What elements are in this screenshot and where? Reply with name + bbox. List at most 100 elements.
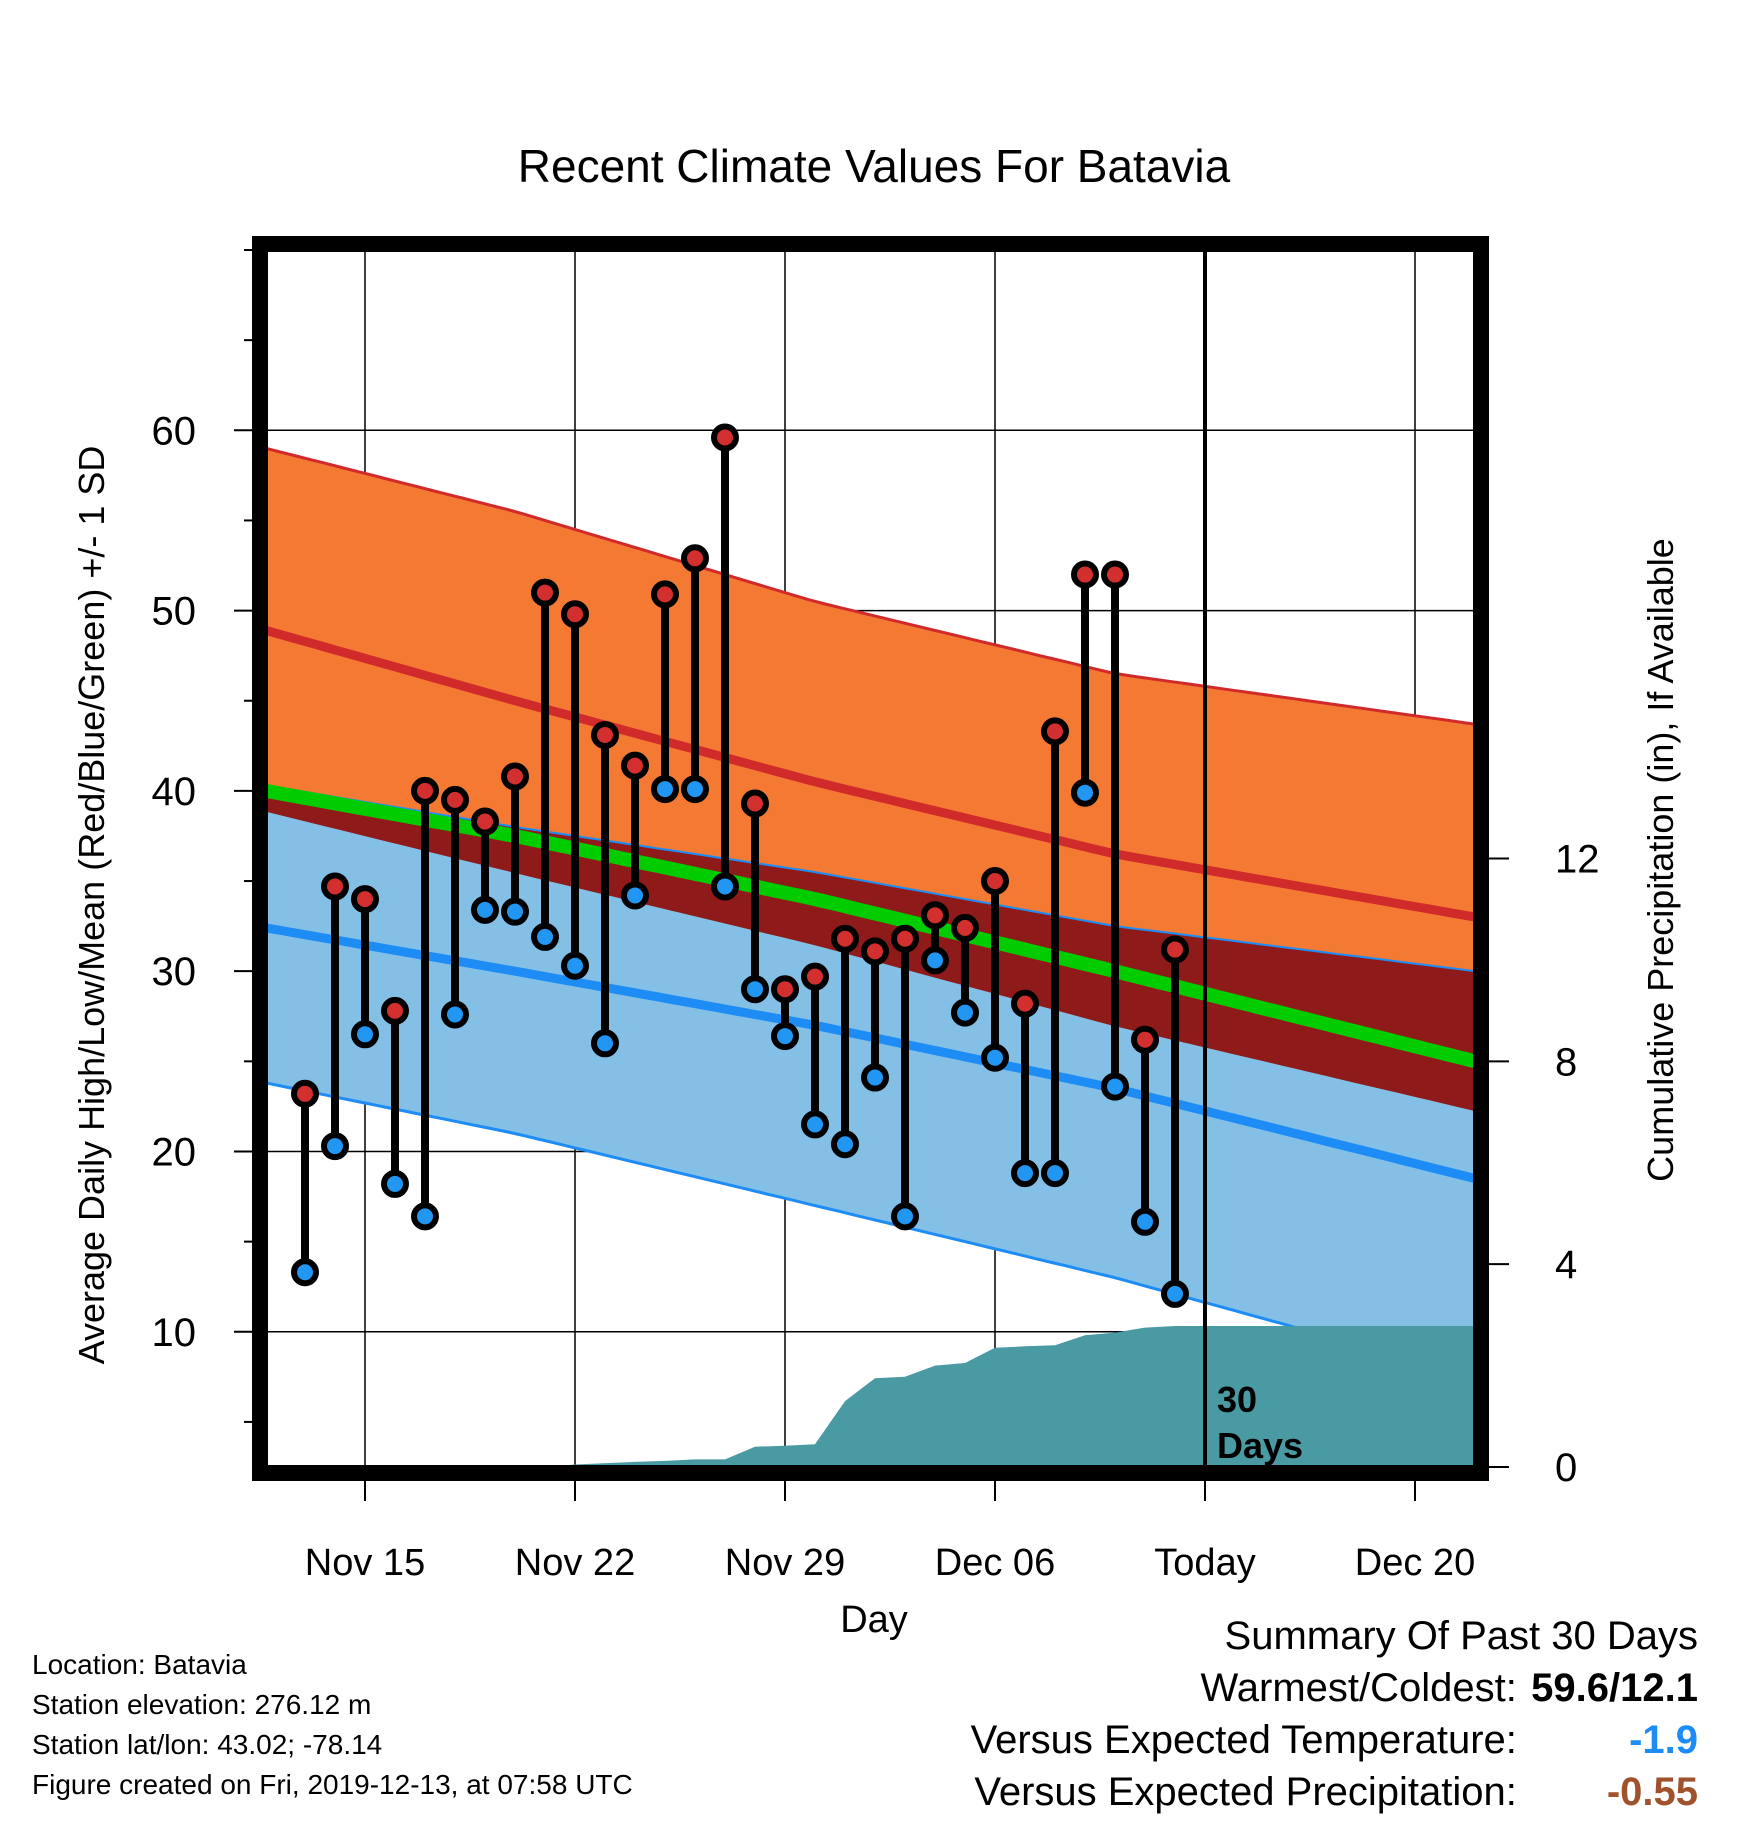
- low-mean-line: [265, 923, 1477, 1183]
- high-point: [471, 807, 499, 836]
- y-tick-label: 50: [152, 590, 197, 634]
- high-point: [861, 937, 889, 966]
- low-point: [861, 1063, 889, 1092]
- high-point: [501, 762, 529, 791]
- summary-warmest-row: Warmest/Coldest: 59.6/12.1: [971, 1662, 1699, 1714]
- low-point: [951, 998, 979, 1027]
- high-point: [441, 785, 469, 814]
- low-point: [921, 946, 949, 975]
- high-minus-sd-line: [265, 784, 1476, 973]
- low-point: [651, 775, 679, 804]
- x-axis-label: Day: [840, 1599, 908, 1641]
- x-tick-label: Nov 29: [725, 1542, 845, 1584]
- y-tick-label: 20: [152, 1130, 197, 1174]
- high-point: [801, 962, 829, 991]
- station-info: Location: Batavia Station elevation: 276…: [32, 1645, 633, 1805]
- low-point: [1101, 1072, 1129, 1101]
- low-point: [501, 897, 529, 926]
- low-point: [981, 1043, 1009, 1072]
- low-point: [291, 1258, 319, 1287]
- high-point: [621, 751, 649, 780]
- y2-tick-label: 4: [1555, 1243, 1577, 1287]
- high-point: [831, 924, 859, 953]
- y-tick-label: 40: [152, 770, 197, 814]
- high-point: [351, 885, 379, 914]
- summary-panel: Summary Of Past 30 Days Warmest/Coldest:…: [971, 1610, 1698, 1818]
- y2-tick-label: 8: [1555, 1040, 1577, 1084]
- low-point: [321, 1132, 349, 1161]
- low-point: [531, 922, 559, 951]
- y-axis-label: Average Daily High/Low/Mean (Red/Blue/Gr…: [71, 446, 112, 1365]
- station-latlon: Station lat/lon: 43.02; -78.14: [32, 1729, 383, 1760]
- high-point: [951, 913, 979, 942]
- today-annotation: 30: [1217, 1379, 1257, 1420]
- warmest-label: Warmest/Coldest:: [1200, 1666, 1517, 1710]
- high-point: [1131, 1025, 1159, 1054]
- low-point: [621, 881, 649, 910]
- y2-tick-label: 0: [1555, 1446, 1577, 1490]
- high-point: [291, 1079, 319, 1108]
- high-point: [891, 924, 919, 953]
- high-point: [681, 544, 709, 573]
- low-point: [411, 1202, 439, 1231]
- low-point: [1071, 778, 1099, 807]
- low-point: [891, 1202, 919, 1231]
- low-point: [591, 1029, 619, 1058]
- high-point: [1011, 989, 1039, 1018]
- high-point: [771, 975, 799, 1004]
- low-point: [741, 975, 769, 1004]
- low-point: [801, 1110, 829, 1139]
- low-point: [471, 895, 499, 924]
- y2-tick-label: 12: [1555, 838, 1600, 882]
- low-point: [771, 1022, 799, 1051]
- high-point: [1161, 935, 1189, 964]
- temp-label: Versus Expected Temperature:: [970, 1718, 1517, 1762]
- warmest-value: 59.6/12.1: [1531, 1666, 1698, 1710]
- x-tick-label: Today: [1154, 1542, 1255, 1584]
- y2-axis-label: Cumulative Precipitation (in), If Availa…: [1640, 538, 1681, 1182]
- low-point: [1161, 1279, 1189, 1308]
- high-point: [1041, 717, 1069, 746]
- high-mean-line: [264, 626, 1476, 922]
- mean-line: [264, 784, 1477, 1069]
- figure-created: Figure created on Fri, 2019-12-13, at 07…: [32, 1769, 633, 1800]
- precip-area: [266, 1326, 1475, 1467]
- low-point: [381, 1169, 409, 1198]
- low-point: [831, 1130, 859, 1159]
- plot-area: 30 Days 10 20 30 40 50 60 0 4 8 12 Nov 15 Nov 22 Nov 2…: [152, 236, 1600, 1584]
- high-point: [921, 901, 949, 930]
- high-point: [321, 872, 349, 901]
- high-point: [591, 720, 619, 749]
- high-point: [651, 580, 679, 609]
- high-plus-sd-line: [265, 446, 1476, 726]
- summary-temp-row: Versus Expected Temperature: -1.9: [971, 1714, 1698, 1766]
- y-tick-label: 10: [152, 1311, 197, 1355]
- high-point: [711, 423, 739, 452]
- low-point: [561, 951, 589, 980]
- high-point: [411, 776, 439, 805]
- summary-precip-row: Versus Expected Precipitation: -0.55: [971, 1766, 1698, 1818]
- high-point: [741, 789, 769, 818]
- low-point: [351, 1020, 379, 1049]
- x-tick-label: Dec 20: [1355, 1542, 1475, 1584]
- precip-label: Versus Expected Precipitation:: [974, 1770, 1517, 1814]
- low-point: [441, 1000, 469, 1029]
- today-annotation: Days: [1217, 1425, 1303, 1466]
- chart-title: Recent Climate Values For Batavia: [518, 140, 1231, 192]
- low-point: [1041, 1159, 1069, 1188]
- high-point: [561, 600, 589, 629]
- high-point: [981, 867, 1009, 896]
- high-point: [381, 996, 409, 1025]
- low-point: [1131, 1207, 1159, 1236]
- x-tick-label: Nov 22: [515, 1542, 635, 1584]
- plot-frame: [252, 236, 1489, 1481]
- x-tick-label: Nov 15: [305, 1542, 425, 1584]
- precip-value: -0.55: [1606, 1770, 1698, 1814]
- y-tick-label: 30: [152, 950, 197, 994]
- station-location: Location: Batavia: [32, 1649, 247, 1680]
- low-point: [681, 775, 709, 804]
- low-point: [1011, 1159, 1039, 1188]
- low-point: [711, 872, 739, 901]
- high-point: [1071, 560, 1099, 589]
